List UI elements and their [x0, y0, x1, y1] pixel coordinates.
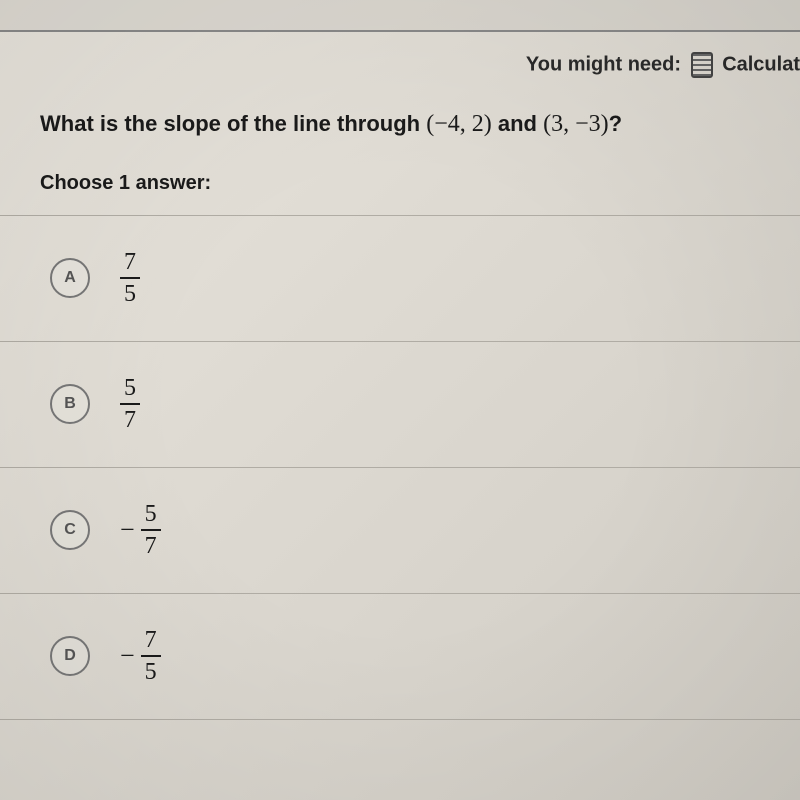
option-d-value: − 7 5 [120, 627, 161, 686]
fraction-b-num: 5 [120, 375, 140, 403]
tools-row: You might need: Calculat [0, 32, 800, 108]
calculator-icon[interactable] [691, 52, 713, 78]
tools-label: You might need: [526, 53, 681, 75]
radio-b[interactable]: B [50, 384, 90, 424]
fraction-c-num: 5 [141, 501, 161, 529]
neg-sign-d: − [120, 641, 135, 671]
option-b[interactable]: B 5 7 [0, 341, 800, 467]
calculator-link[interactable]: Calculat [722, 53, 800, 75]
radio-d[interactable]: D [50, 636, 90, 676]
neg-sign-c: − [120, 515, 135, 545]
fraction-a: 7 5 [120, 249, 140, 308]
fraction-a-num: 7 [120, 249, 140, 277]
option-a[interactable]: A 7 5 [0, 215, 800, 341]
question-suffix: ? [609, 111, 622, 136]
options-list: A 7 5 B 5 7 C − 5 [0, 215, 800, 720]
question-text: What is the slope of the line through (−… [0, 108, 800, 142]
option-c-value: − 5 7 [120, 501, 161, 560]
question-point2: (3, −3) [543, 111, 609, 137]
fraction-c-den: 7 [141, 529, 161, 559]
option-c[interactable]: C − 5 7 [0, 467, 800, 593]
question-mid: and [492, 111, 543, 136]
header-bar [0, 0, 800, 32]
radio-a[interactable]: A [50, 258, 90, 298]
option-b-value: 5 7 [120, 375, 140, 434]
choose-label: Choose 1 answer: [0, 142, 800, 215]
option-a-value: 7 5 [120, 249, 140, 308]
option-d[interactable]: D − 7 5 [0, 593, 800, 720]
question-prefix: What is the slope of the line through [40, 111, 426, 136]
fraction-b: 5 7 [120, 375, 140, 434]
fraction-b-den: 7 [120, 403, 140, 433]
fraction-a-den: 5 [120, 277, 140, 307]
fraction-d-num: 7 [141, 627, 161, 655]
fraction-d-den: 5 [141, 655, 161, 685]
fraction-c: 5 7 [141, 501, 161, 560]
question-point1: (−4, 2) [426, 111, 492, 137]
fraction-d: 7 5 [141, 627, 161, 686]
radio-c[interactable]: C [50, 510, 90, 550]
